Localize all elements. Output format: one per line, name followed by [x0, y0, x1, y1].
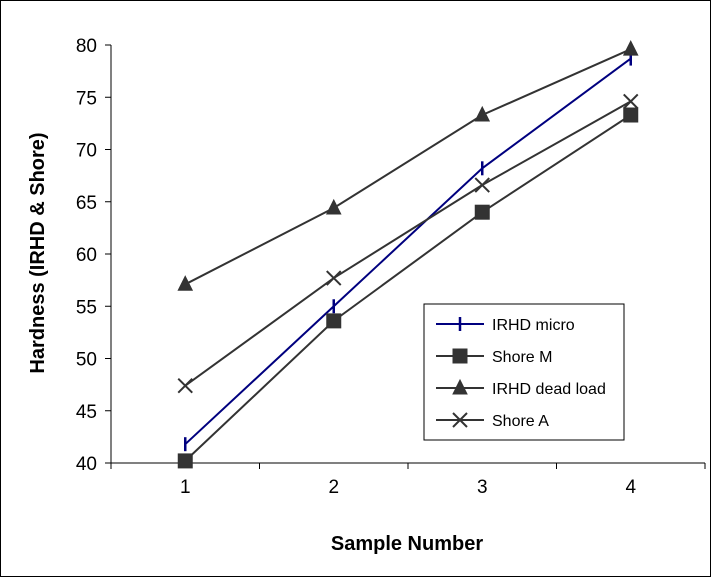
- y-axis-title: Hardness (IRHD & Shore): [27, 132, 49, 373]
- x-axis-title: Sample Number: [331, 533, 483, 555]
- marker-irhd-dead-load: [474, 105, 491, 122]
- legend-item-irhd-micro: IRHD micro: [436, 317, 575, 334]
- y-tick-label: 70: [76, 141, 97, 162]
- y-tick-label: 55: [76, 297, 97, 318]
- x-tick-label: 2: [328, 477, 339, 498]
- legend-item-shore-m: Shore M: [436, 348, 552, 366]
- series-irhd-dead-load: [177, 40, 639, 291]
- marker-shore-a: [474, 177, 490, 193]
- legend-item-shore-a: Shore A: [436, 412, 549, 430]
- series-shore-m: [177, 107, 639, 469]
- series-shore-a: [177, 93, 639, 394]
- legend-label: Shore A: [492, 413, 549, 430]
- series-line-irhd-dead-load: [184, 48, 632, 286]
- legend-label: IRHD dead load: [492, 381, 606, 398]
- marker-legend-irhd-dead-load: [452, 378, 468, 395]
- y-tick-label: 80: [76, 36, 97, 57]
- x-tick-label: 4: [625, 477, 636, 498]
- marker-irhd-dead-load: [622, 40, 639, 56]
- y-tick-label: 45: [76, 402, 97, 423]
- marker-legend-shore-m: [452, 348, 468, 364]
- y-tick-label: 40: [76, 454, 97, 475]
- marker-irhd-dead-load: [325, 198, 342, 215]
- series-line-shore-m: [184, 114, 632, 462]
- marker-legend-shore-a: [452, 412, 468, 428]
- marker-irhd-dead-load: [177, 275, 194, 291]
- legend-label: IRHD micro: [492, 317, 575, 334]
- y-tick-label: 65: [76, 193, 97, 214]
- y-tick-label: 60: [76, 245, 97, 266]
- series-line-shore-a: [184, 100, 632, 387]
- marker-shore-m: [474, 204, 490, 220]
- series-line-irhd-micro: [184, 57, 632, 445]
- marker-shore-a: [326, 270, 342, 286]
- marker-shore-m: [623, 107, 639, 123]
- x-tick-label: 3: [477, 477, 488, 498]
- marker-shore-a: [177, 377, 193, 394]
- marker-shore-m: [177, 453, 193, 469]
- marker-shore-m: [326, 313, 342, 329]
- legend-label: Shore M: [492, 349, 552, 366]
- x-tick-label: 1: [180, 477, 191, 498]
- y-tick-label: 75: [76, 88, 97, 109]
- y-tick-label: 50: [76, 350, 97, 371]
- legend-item-irhd-dead-load: IRHD dead load: [436, 378, 606, 398]
- marker-shore-a: [623, 93, 639, 110]
